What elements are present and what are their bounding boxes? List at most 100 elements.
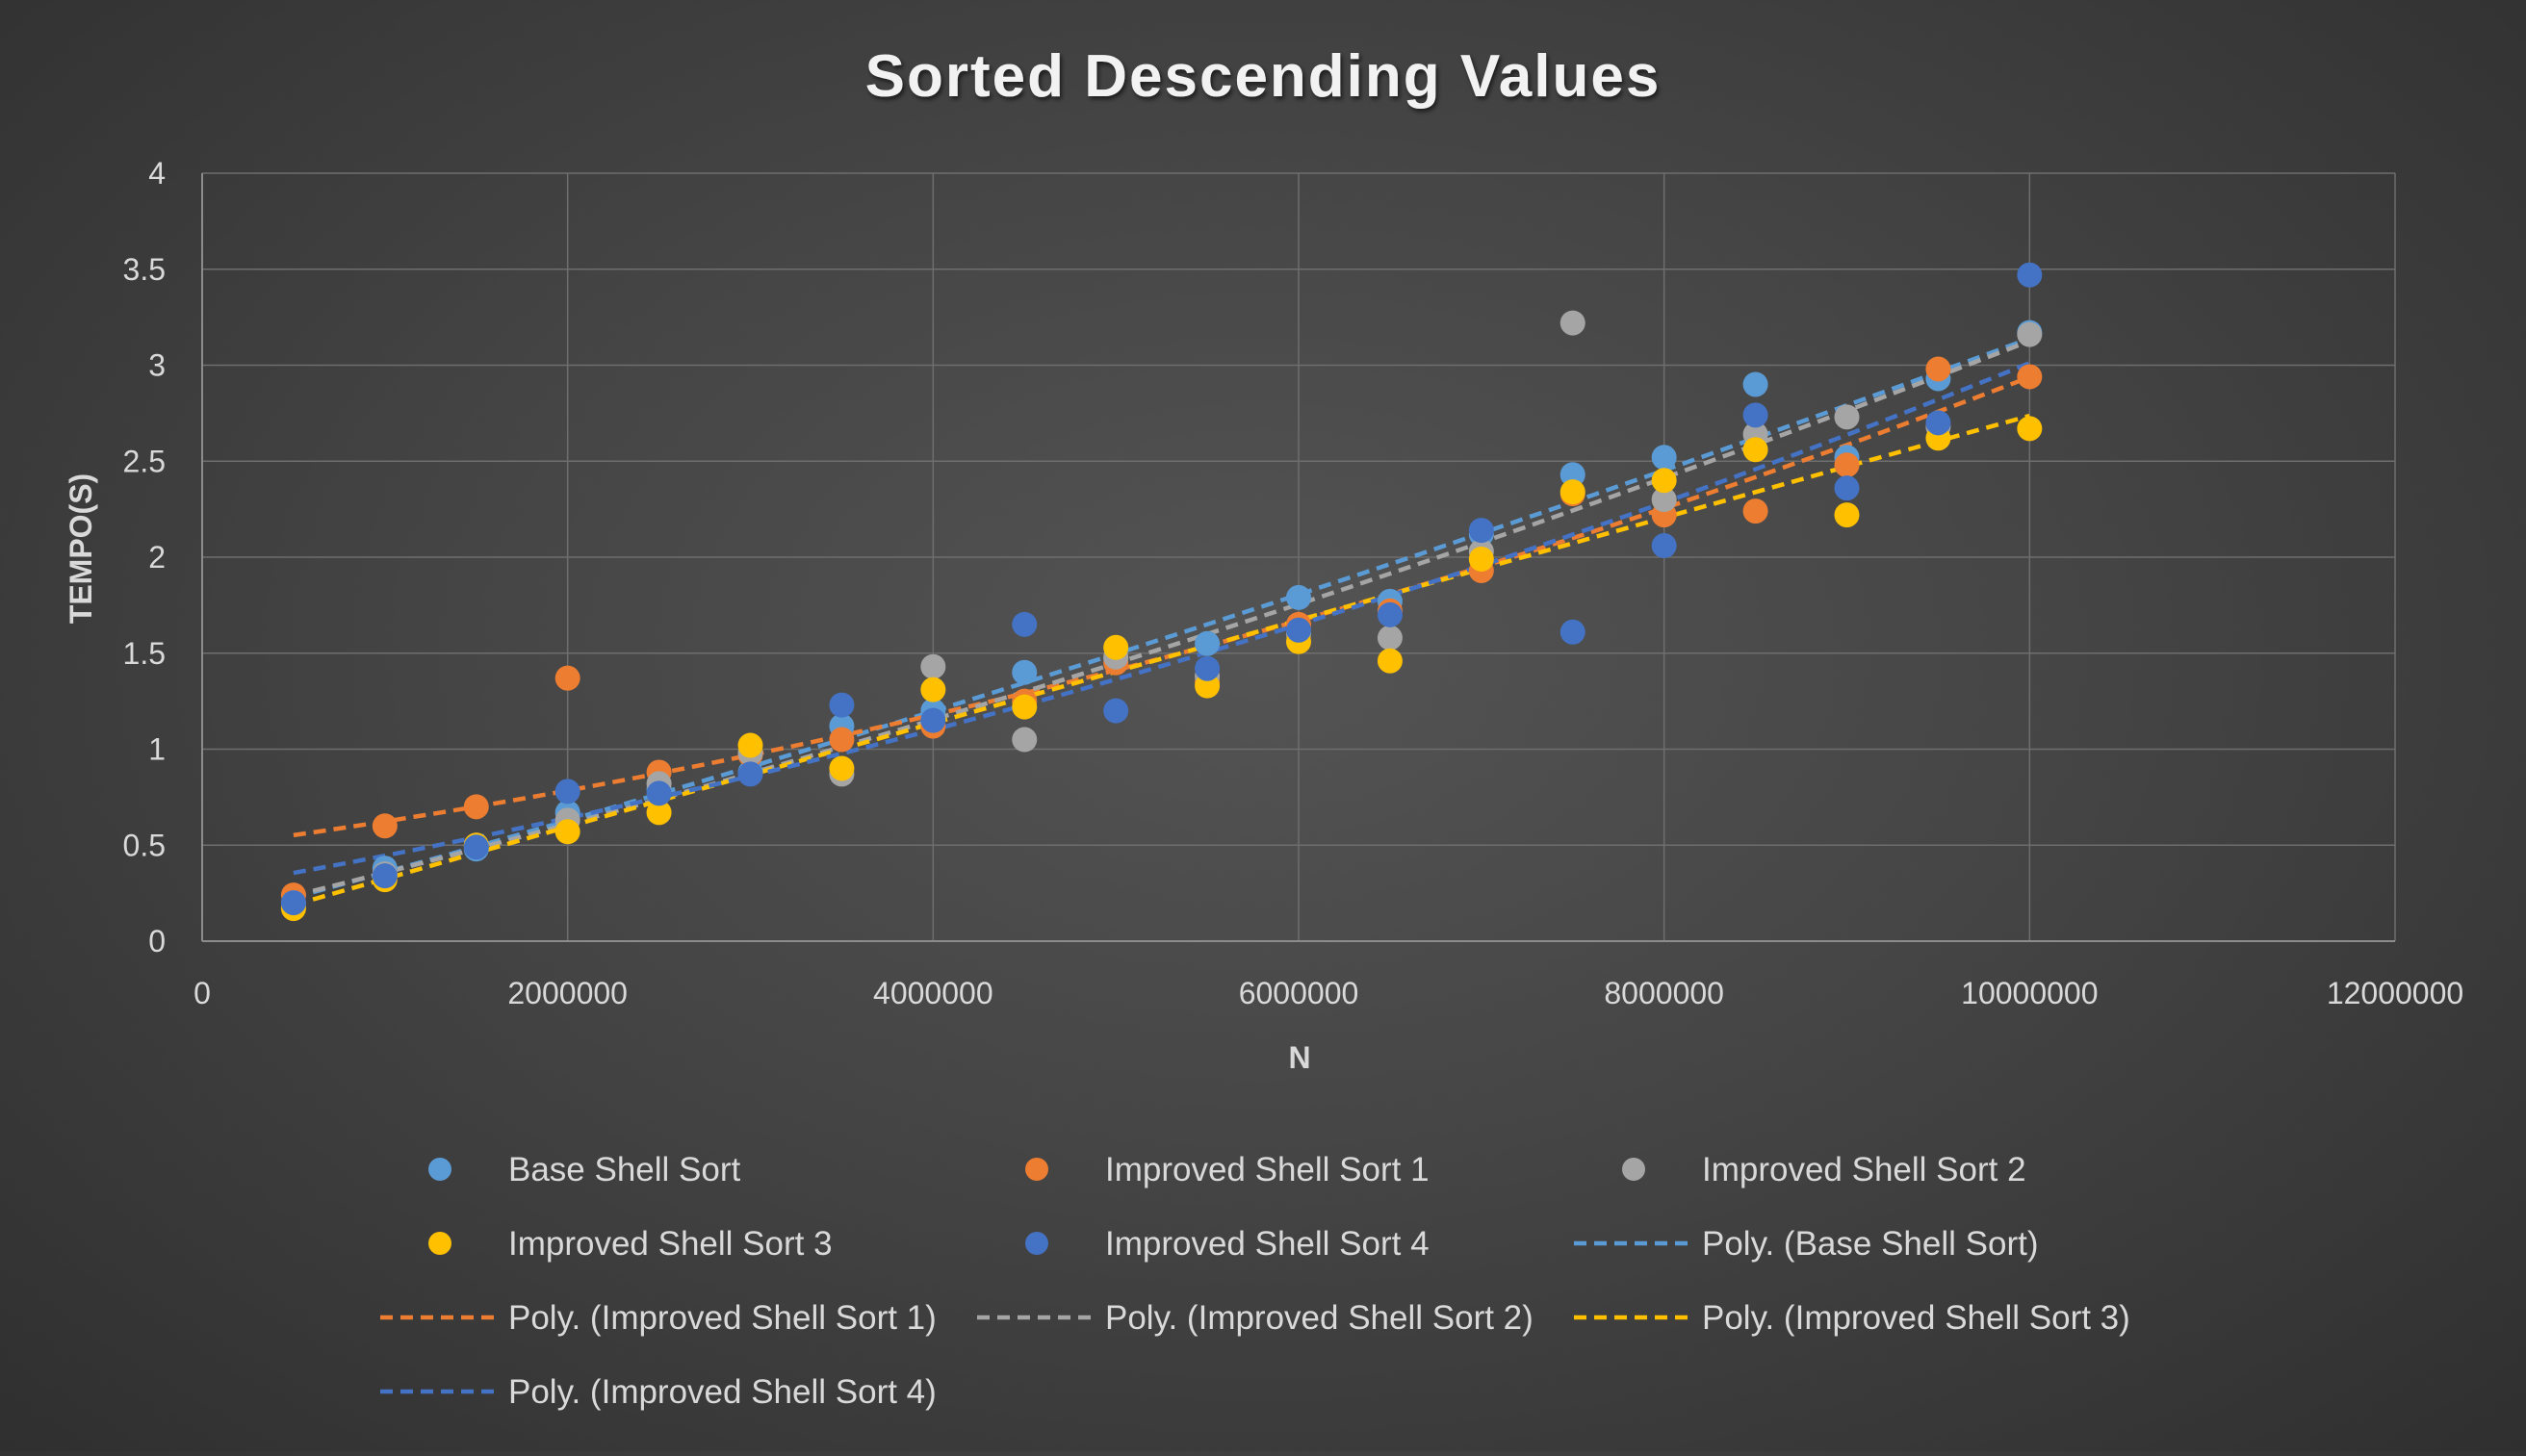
legend-marker	[428, 1158, 451, 1181]
data-point	[1559, 462, 1585, 488]
data-point	[1834, 475, 1860, 501]
data-point	[1925, 356, 1951, 382]
legend-marker	[1025, 1232, 1048, 1255]
data-point	[1468, 518, 1494, 544]
data-point	[737, 761, 763, 787]
data-point	[1559, 619, 1585, 645]
x-tick-label: 6000000	[1239, 976, 1359, 1010]
y-tick-label: 4	[148, 156, 166, 191]
chart-title: Sorted Descending Values	[865, 43, 1662, 110]
x-tick-label: 10000000	[1961, 976, 2098, 1010]
y-tick-label: 1	[148, 732, 166, 767]
legend-marker	[428, 1232, 451, 1255]
trendline	[293, 361, 2031, 876]
legend-label: Poly. (Improved Shell Sort 3)	[1702, 1299, 2130, 1337]
data-point	[829, 692, 855, 718]
y-tick-label: 2.5	[123, 444, 166, 478]
data-point	[1012, 727, 1038, 753]
grid	[202, 172, 2396, 941]
x-tick-label: 8000000	[1604, 976, 1724, 1010]
data-point	[1012, 659, 1038, 685]
data-point	[920, 707, 946, 733]
x-axis-label: N	[1288, 1040, 1310, 1075]
legend-label: Improved Shell Sort 4	[1105, 1225, 1430, 1263]
y-tick-label: 0	[148, 924, 166, 958]
data-point	[1834, 502, 1860, 528]
data-point	[372, 813, 398, 839]
data-point	[1742, 402, 1768, 428]
data-point	[2017, 364, 2043, 390]
y-tick-label: 2	[148, 540, 166, 575]
data-point	[372, 863, 398, 889]
data-point	[1742, 498, 1768, 524]
data-point	[554, 779, 580, 805]
y-tick-label: 3	[148, 348, 166, 383]
data-point	[463, 834, 489, 860]
x-tick-label: 4000000	[873, 976, 993, 1010]
x-tick-label: 12000000	[2327, 976, 2463, 1010]
y-tick-label: 0.5	[123, 828, 166, 862]
trendlines	[293, 336, 2031, 907]
trendline	[293, 339, 2031, 898]
trendline	[293, 374, 2031, 838]
data-point	[829, 727, 855, 753]
data-point	[1651, 468, 1677, 494]
data-point	[1286, 584, 1311, 610]
legend-label: Poly. (Improved Shell Sort 4)	[508, 1373, 937, 1411]
data-point	[646, 780, 672, 806]
data-point	[280, 890, 306, 916]
data-point	[1559, 479, 1585, 505]
data-point	[920, 677, 946, 702]
data-point	[2017, 416, 2043, 442]
y-axis-label: TEMPO(S)	[64, 473, 98, 624]
trendline	[293, 336, 2031, 900]
data-point	[1103, 634, 1129, 660]
data-point	[1286, 617, 1311, 643]
x-tick-label: 2000000	[507, 976, 628, 1010]
y-tick-label: 3.5	[123, 252, 166, 287]
data-point	[1468, 546, 1494, 572]
data-point	[1651, 487, 1677, 513]
data-point	[2017, 262, 2043, 288]
data-point	[1742, 371, 1768, 397]
data-point	[920, 653, 946, 679]
data-point	[2017, 321, 2043, 347]
legend-marker	[1622, 1158, 1645, 1181]
data-point	[1377, 625, 1403, 651]
y-tick-label: 1.5	[123, 636, 166, 671]
data-point	[1925, 410, 1951, 436]
data-point	[1651, 533, 1677, 559]
legend-label: Improved Shell Sort 2	[1702, 1151, 2026, 1188]
legend-label: Base Shell Sort	[508, 1151, 741, 1188]
data-point	[1742, 437, 1768, 463]
x-tick-label: 0	[193, 976, 211, 1010]
data-point	[1012, 611, 1038, 637]
data-point	[1377, 601, 1403, 627]
data-point	[1195, 655, 1221, 681]
legend: Base Shell Sort Improved Shell Sort 1 Impr…	[380, 1151, 2130, 1411]
axes: 0 0.5 1 1.5 2 2.5 3 3.5 4 0 2000000 4000000 6000000 8…	[123, 156, 2464, 1010]
data-point	[1195, 630, 1221, 656]
data-point	[554, 819, 580, 845]
data-point	[1195, 673, 1221, 699]
data-point	[1377, 648, 1403, 674]
data-point	[463, 794, 489, 820]
data-point	[1103, 698, 1129, 724]
legend-label: Poly. (Improved Shell Sort 1)	[508, 1299, 937, 1337]
trendline	[293, 413, 2030, 907]
legend-label: Improved Shell Sort 1	[1105, 1151, 1430, 1188]
legend-label: Poly. (Base Shell Sort)	[1702, 1225, 2039, 1263]
data-point	[646, 800, 672, 826]
data-point	[1834, 452, 1860, 478]
data-points	[280, 262, 2043, 922]
data-point	[829, 755, 855, 781]
legend-label: Improved Shell Sort 3	[508, 1225, 833, 1263]
data-point	[1834, 404, 1860, 430]
data-point	[1651, 445, 1677, 471]
data-point	[1559, 310, 1585, 336]
legend-marker	[1025, 1158, 1048, 1181]
data-point	[1012, 694, 1038, 720]
data-point	[554, 665, 580, 691]
